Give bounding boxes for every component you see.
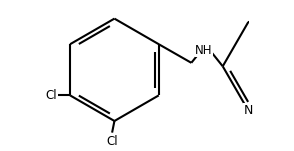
Text: NH: NH bbox=[196, 43, 213, 56]
Text: N: N bbox=[244, 104, 253, 117]
Text: Cl: Cl bbox=[106, 135, 118, 148]
Text: Cl: Cl bbox=[46, 89, 57, 102]
